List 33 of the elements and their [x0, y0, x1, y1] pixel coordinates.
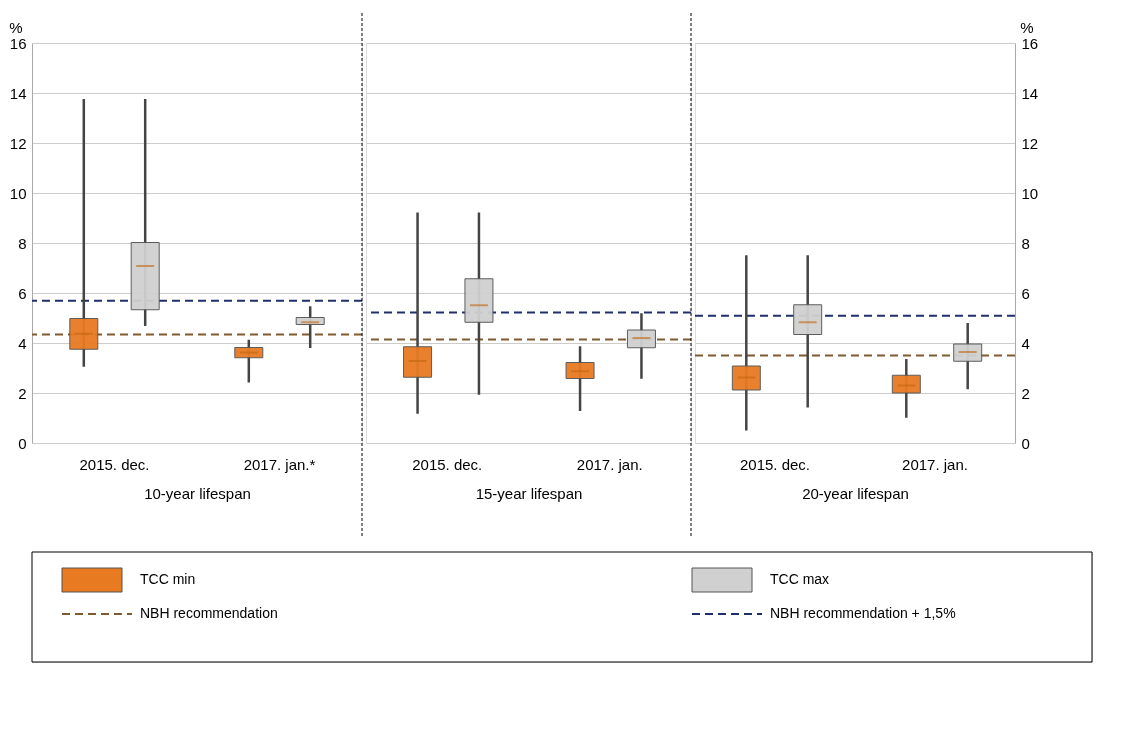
y-tick-label: 0 — [18, 434, 27, 452]
x-axis-title: 10-year lifespan — [144, 484, 251, 502]
y-tick-label: 8 — [18, 234, 27, 252]
y-tick-label: 16 — [9, 34, 27, 52]
x-axis-title: 15-year lifespan — [475, 484, 583, 502]
y2-tick-label: 14 — [1021, 84, 1039, 102]
y2-tick-label: 12 — [1021, 134, 1039, 152]
y2-axis-title: % — [1020, 18, 1034, 36]
y-tick-label: 2 — [18, 384, 27, 402]
y2-tick-label: 6 — [1021, 284, 1030, 302]
legend-label: NBH recommendation + 1,5% — [770, 605, 956, 621]
legend-label: NBH recommendation — [140, 605, 278, 621]
x-tick-label: 2015. dec. — [79, 455, 150, 473]
x-tick-label: 2015. dec. — [739, 455, 811, 473]
y-tick-label: 12 — [9, 134, 27, 152]
y2-tick-label: 8 — [1021, 234, 1030, 252]
legend-label: TCC max — [770, 571, 830, 587]
y2-tick-label: 0 — [1021, 434, 1030, 452]
y2-tick-label: 16 — [1021, 34, 1039, 52]
y-tick-label: 4 — [18, 334, 27, 352]
y2-tick-label: 4 — [1021, 334, 1030, 352]
y2-tick-label: 10 — [1021, 184, 1039, 202]
x-tick-label: 2017. jan. — [576, 455, 643, 473]
x-tick-label: 2017. jan.* — [243, 455, 316, 473]
x-tick-label: 2017. jan. — [902, 455, 968, 473]
y-axis-title: % — [9, 18, 23, 36]
y-tick-label: 10 — [9, 184, 27, 202]
y-tick-label: 14 — [9, 84, 27, 102]
x-axis-title: 20-year lifespan — [802, 484, 909, 502]
y2-tick-label: 2 — [1021, 384, 1030, 402]
legend-label: TCC min — [140, 571, 196, 587]
y-tick-label: 6 — [18, 284, 27, 302]
x-tick-label: 2015. dec. — [412, 455, 483, 473]
